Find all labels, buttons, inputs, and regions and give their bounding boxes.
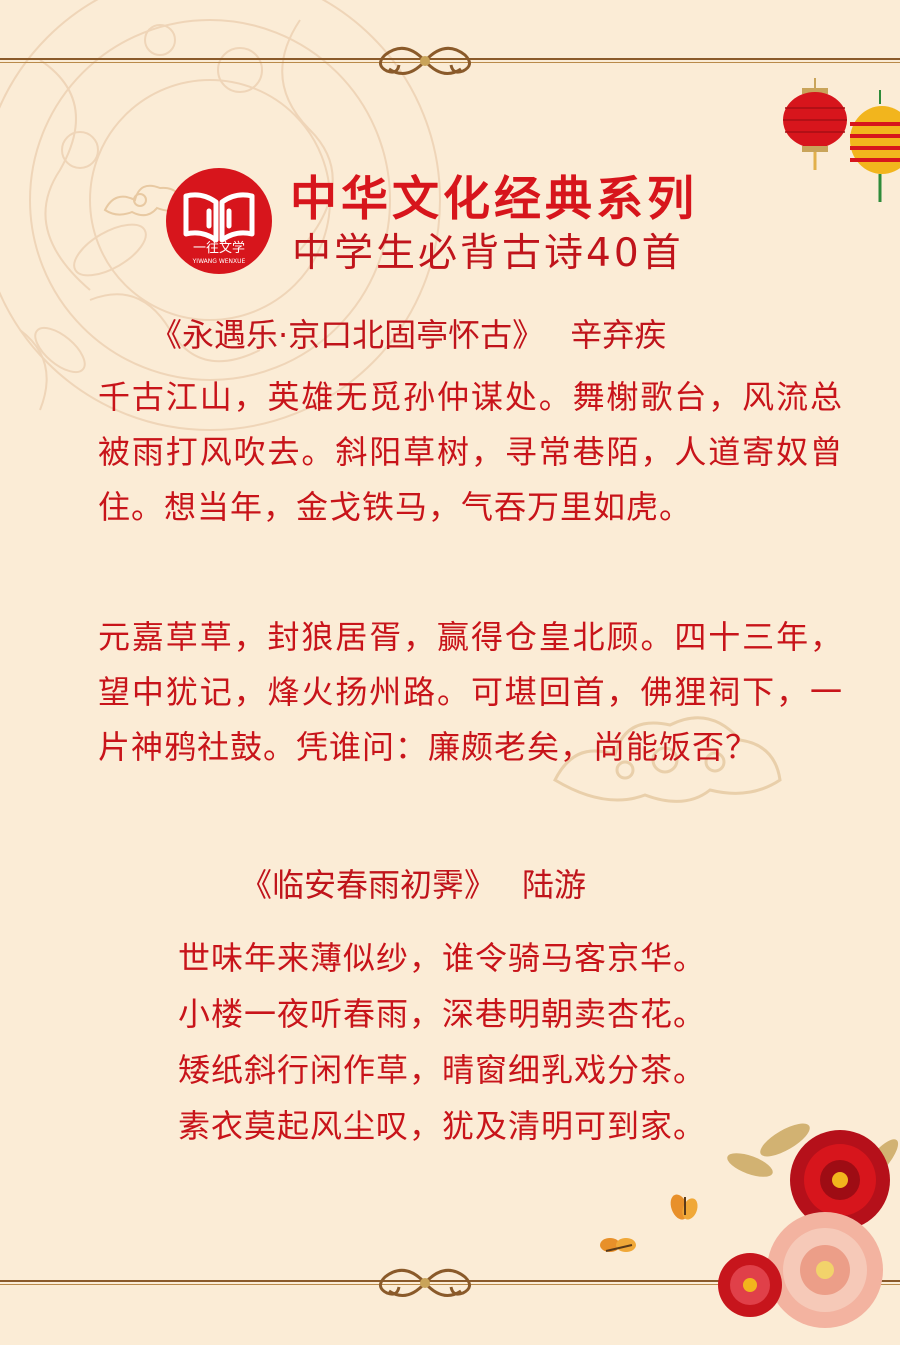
logo-text: 一往文学 — [193, 240, 245, 256]
logo-subtext: YIWANG WENXUE — [192, 258, 246, 265]
series-title: 中华文化经典系列 — [290, 172, 698, 227]
poem-paragraph: 千古江山，英雄无觅孙仲谋处。舞榭歌台，风流总被雨打风吹去。斜阳草树，寻常巷陌，人… — [98, 378, 843, 526]
top-frame-line — [0, 58, 900, 64]
poem-title-text: 《临安春雨初霁》 — [240, 866, 497, 904]
poem-title-1: 《永遇乐·京口北固亭怀古》 辛弃疾 — [150, 310, 666, 356]
series-subtitle: 中学生必背古诗40首 — [292, 231, 684, 276]
poem-line: 小楼一夜听春雨，深巷明朝卖杏花。 — [178, 995, 707, 1033]
poem-line: 素衣莫起风尘叹，犹及清明可到家。 — [178, 1107, 707, 1145]
poem-line: 世味年来薄似纱，谁令骑马客京华。 — [178, 939, 707, 977]
poem-author: 陆游 — [522, 866, 587, 904]
brand-logo: 一往文学 YIWANG WENXUE — [166, 168, 272, 274]
bottom-frame-line — [0, 1280, 900, 1286]
lantern-icon — [850, 90, 900, 202]
auspicious-cloud-icon — [553, 716, 782, 803]
poem-paragraph: 元嘉草草，封狼居胥，赢得仓皇北顾。四十三年，望中犹记，烽火扬州路。可堪回首，佛狸… — [98, 618, 843, 766]
poem-title-2: 《临安春雨初霁》 陆游 — [240, 860, 586, 906]
top-scroll-ornament — [379, 46, 471, 75]
poem-title-text: 《永遇乐·京口北固亭怀古》 — [150, 316, 545, 354]
butterfly-icon — [670, 1194, 698, 1220]
poem-verses: 世味年来薄似纱，谁令骑马客京华。 小楼一夜听春雨，深巷明朝卖杏花。 矮纸斜行闲作… — [178, 930, 706, 1154]
small-red-peony — [718, 1253, 782, 1317]
bottom-scroll-ornament — [379, 1268, 471, 1297]
peony-flowers — [600, 1123, 899, 1328]
lantern-icon — [783, 78, 847, 170]
poem-line: 矮纸斜行闲作草，晴窗细乳戏分茶。 — [178, 1051, 707, 1089]
butterfly-icon — [600, 1238, 636, 1252]
open-book-icon — [183, 192, 255, 243]
poem-author: 辛弃疾 — [570, 316, 667, 354]
red-peony — [790, 1130, 890, 1230]
pink-peony — [767, 1212, 883, 1328]
